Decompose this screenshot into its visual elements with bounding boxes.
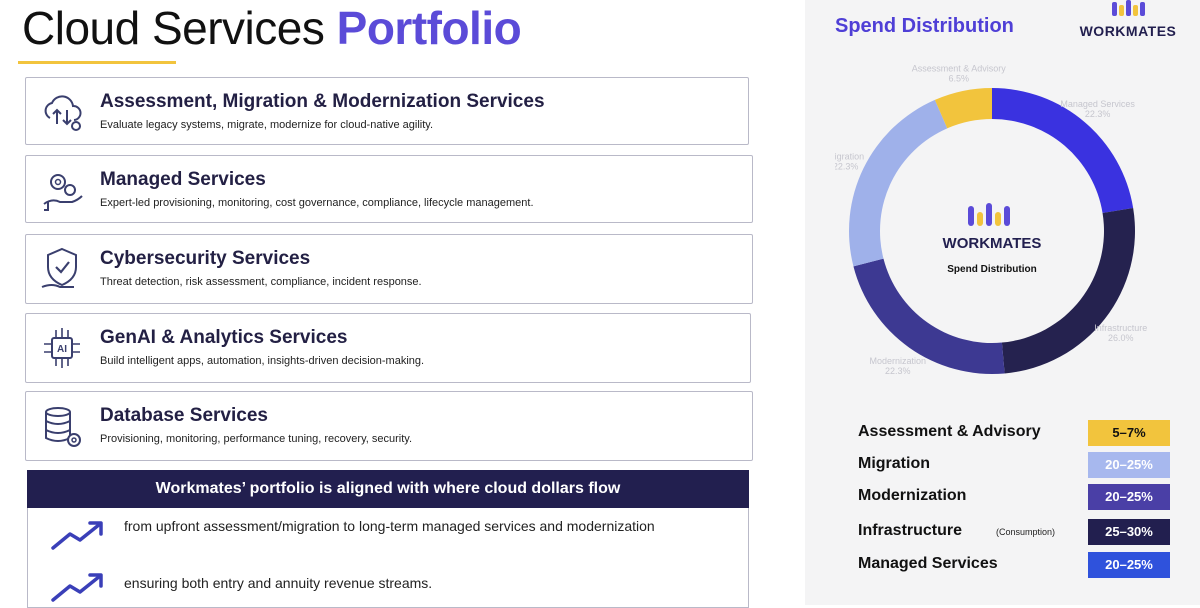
- title-main: Cloud Services: [22, 2, 325, 54]
- service-desc: Build intelligent apps, automation, insi…: [100, 355, 425, 367]
- service-name: Managed Services: [100, 169, 266, 190]
- bullet-text: ensuring both entry and annuity revenue …: [124, 575, 433, 591]
- donut-slice-migration: [849, 99, 948, 267]
- legend-range-badge: 20–25%: [1088, 484, 1170, 510]
- legend-name: Managed Services: [858, 555, 998, 572]
- shield-check-icon: [41, 247, 77, 288]
- legend-name: Modernization: [858, 487, 967, 504]
- legend-range-badge: 5–7%: [1088, 420, 1170, 446]
- service-desc: Expert-led provisioning, monitoring, cos…: [100, 197, 534, 209]
- portfolio-banner: Workmates’ portfolio is aligned with whe…: [27, 470, 749, 508]
- legend-name: Migration: [858, 455, 930, 472]
- spend-donut-chart: Managed Services 22.3% Infrastructure 26.0%…: [835, 63, 1147, 376]
- gears-hand-icon: [43, 174, 83, 211]
- trend-up-icon: [51, 521, 103, 550]
- ai-chip-icon: AI: [44, 328, 80, 368]
- center-label: Spend Distribution: [947, 264, 1036, 275]
- spend-title: Spend Distribution: [835, 15, 1014, 37]
- center-logo: [968, 203, 1010, 226]
- spend-panel: Spend Distribution WORKMATES Managed Ser…: [805, 0, 1200, 605]
- title-accent: Portfolio: [336, 2, 522, 54]
- service-card-managed[interactable]: Managed Services Expert-led provisioning…: [25, 155, 753, 223]
- service-card-database[interactable]: Database Services Provisioning, monitori…: [25, 391, 753, 461]
- database-gear-icon: [45, 407, 81, 447]
- portfolio-panel: Cloud Services Portfolio Assessment, Mig…: [18, 2, 753, 608]
- service-card-genai[interactable]: AI GenAI & Analytics Services Build inte…: [25, 313, 751, 383]
- donut-label: Migration22.3%: [835, 151, 864, 171]
- service-desc: Threat detection, risk assessment, compl…: [100, 276, 422, 288]
- svg-text:AI: AI: [57, 344, 67, 355]
- page-title: Cloud Services Portfolio: [22, 2, 522, 54]
- center-brand: WORKMATES: [943, 235, 1042, 252]
- bullet-panel: from upfront assessment/migration to lon…: [27, 508, 749, 608]
- donut-label: Assessment & Advisory 6.5%: [912, 63, 1007, 83]
- legend-row: Modernization 20–25%: [858, 484, 1188, 510]
- legend-name: Infrastructure: [858, 522, 963, 539]
- donut-label: Modernization 22.3%: [870, 356, 927, 376]
- donut-slice-modernization: [853, 258, 1005, 375]
- service-name: GenAI & Analytics Services: [100, 327, 348, 348]
- service-name: Cybersecurity Services: [100, 248, 311, 269]
- legend-row: Managed Services 20–25%: [858, 552, 1188, 578]
- workmates-logo-icon: [1112, 0, 1145, 16]
- service-card-cybersecurity[interactable]: Cybersecurity Services Threat detection,…: [25, 234, 753, 304]
- service-name: Assessment, Migration & Modernization Se…: [100, 91, 545, 112]
- donut-slice-managed-services: [992, 88, 1134, 214]
- legend-row: Migration 20–25%: [858, 452, 1188, 478]
- donut-label: Infrastructure 26.0%: [1094, 323, 1147, 343]
- cloud-migration-icon: [44, 95, 82, 131]
- legend-range-badge: 20–25%: [1088, 452, 1170, 478]
- legend-row: Infrastructure (Consumption) 25–30%: [858, 519, 1188, 545]
- service-desc: Provisioning, monitoring, performance tu…: [100, 433, 413, 445]
- donut-slice-assessment-advisory: [934, 88, 992, 129]
- donut-label: Managed Services 22.3%: [1060, 99, 1135, 119]
- title-underline: [18, 61, 176, 64]
- donut-slice-infrastructure: [1001, 208, 1135, 374]
- legend-row: Assessment & Advisory 5–7%: [858, 420, 1188, 446]
- service-name: Database Services: [100, 405, 268, 426]
- trend-up-icon: [51, 573, 103, 602]
- legend-range-badge: 20–25%: [1088, 552, 1170, 578]
- service-desc: Evaluate legacy systems, migrate, modern…: [100, 119, 433, 131]
- legend-name: Assessment & Advisory: [858, 423, 1041, 440]
- bullet-text: from upfront assessment/migration to lon…: [124, 518, 655, 534]
- service-card-assessment[interactable]: Assessment, Migration & Modernization Se…: [25, 77, 749, 145]
- brand-name: WORKMATES: [1079, 23, 1177, 39]
- legend-range-badge: 25–30%: [1088, 519, 1170, 545]
- legend-note: (Consumption): [996, 527, 1056, 537]
- brand-logo: WORKMATES: [1073, 0, 1183, 39]
